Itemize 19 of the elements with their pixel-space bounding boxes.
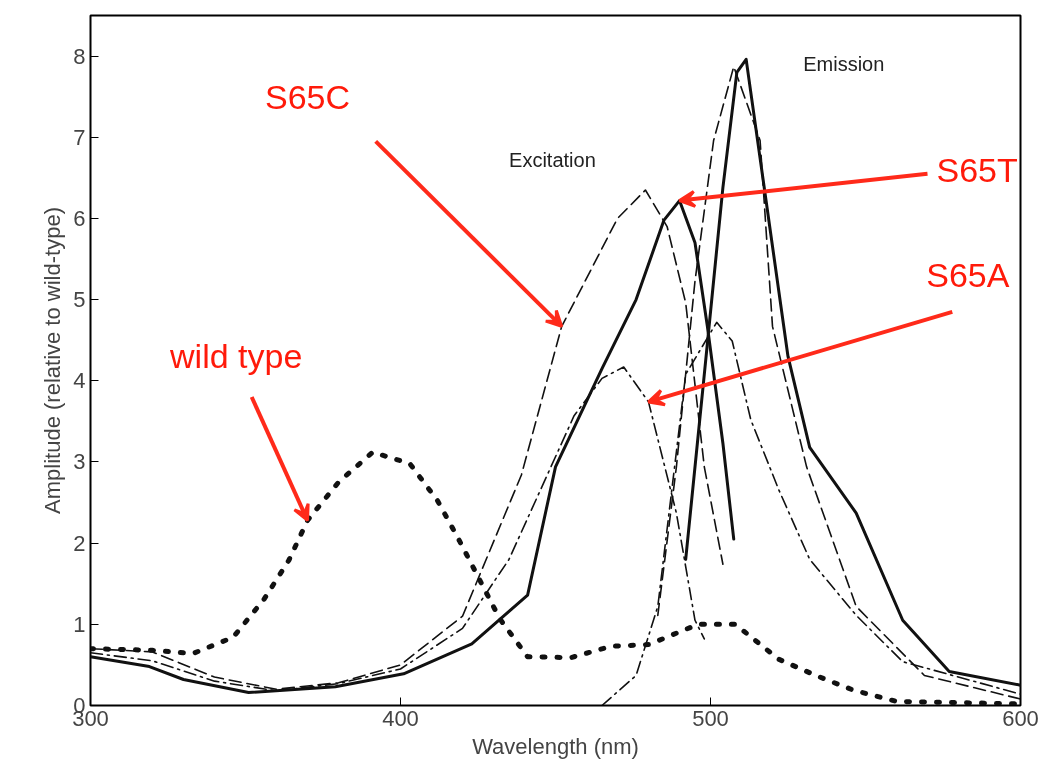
y-tick-label: 5 xyxy=(73,287,86,313)
y-tick-label: 7 xyxy=(73,124,86,150)
x-tick-label: 600 xyxy=(1002,705,1039,731)
annotation: S65T xyxy=(936,150,1018,189)
y-tick-label: 6 xyxy=(73,205,86,231)
x-tick-label: 400 xyxy=(382,705,419,731)
x-tick-label: 500 xyxy=(692,705,729,731)
annotation: Excitation xyxy=(509,148,596,171)
y-tick-label: 4 xyxy=(73,368,86,394)
annotation: Emission xyxy=(803,53,885,76)
y-tick-label: 2 xyxy=(73,530,86,556)
annotation: S65C xyxy=(264,77,351,116)
x-axis-title: Wavelength (nm) xyxy=(472,733,639,759)
y-tick-label: 1 xyxy=(73,611,86,637)
y-axis-title: Amplitude (relative to wild-type) xyxy=(40,207,66,514)
annotation: wild type xyxy=(169,337,303,376)
y-tick-label: 8 xyxy=(73,43,86,69)
annotation: S65A xyxy=(926,256,1010,295)
y-tick-label: 3 xyxy=(73,449,86,475)
